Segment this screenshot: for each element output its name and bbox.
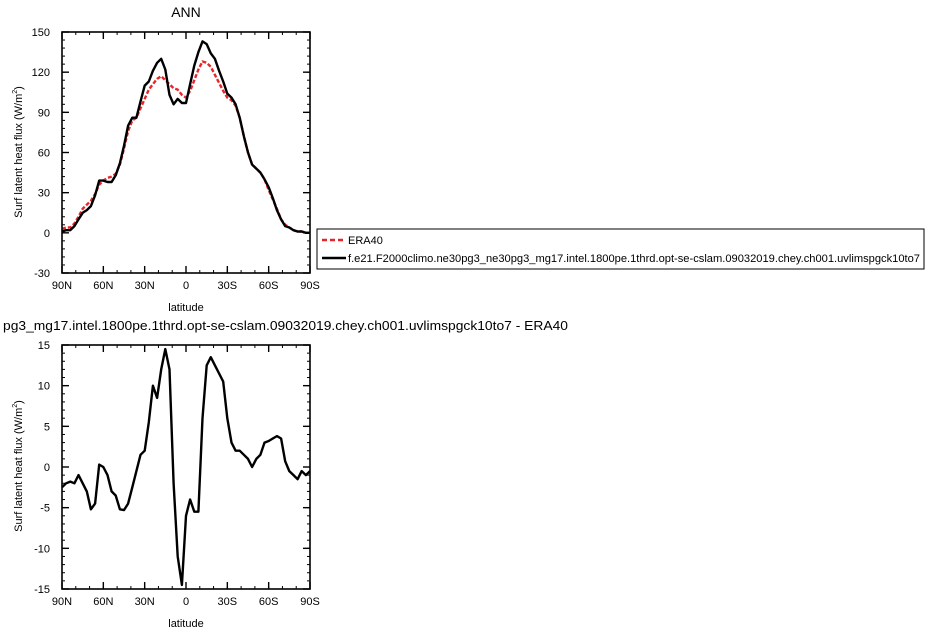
bottom-chart-x-tick-label: 60N xyxy=(93,596,113,608)
top-chart-y-tick-label: -30 xyxy=(34,268,50,280)
top-chart-ticks: 90N 60N 30N 0 30S 60S 90S -30 0 30 60 90 120 150 xyxy=(32,27,320,292)
bottom-chart: pg3_mg17.intel.1800pe.1thrd.opt-se-cslam… xyxy=(3,318,568,630)
bottom-chart-y-tick-label: -10 xyxy=(34,543,50,555)
bottom-chart-x-tick-label: 90S xyxy=(300,596,320,608)
bottom-chart-y-tick-label: 15 xyxy=(38,340,50,352)
bottom-chart-y-tick-label: 0 xyxy=(44,462,50,474)
top-chart-series-model-line xyxy=(61,40,310,235)
top-chart-x-axis-label: latitude xyxy=(168,302,203,314)
top-chart-y-tick-label: 60 xyxy=(38,148,50,160)
top-chart-x-tick-label: 60N xyxy=(93,280,113,292)
top-chart-x-tick-label: 90S xyxy=(300,280,320,292)
bottom-chart-x-tick-label: 30S xyxy=(218,596,238,608)
bottom-chart-x-axis-label: latitude xyxy=(168,618,203,630)
top-chart-title: ANN xyxy=(171,4,201,20)
top-chart-y-tick-label: 0 xyxy=(44,228,50,240)
bottom-chart-y-tick-label: -15 xyxy=(34,584,50,596)
top-chart-y-tick-label: 120 xyxy=(32,67,50,79)
top-chart-y-axis-label: Surf latent heat flux (W/m2) xyxy=(12,86,25,218)
top-chart: ANN Surf latent heat flux (W/m2) latitud… xyxy=(12,4,320,314)
top-chart-lines xyxy=(61,40,310,235)
bottom-chart-x-tick-label: 0 xyxy=(183,596,189,608)
bottom-chart-y-axis-label: Surf latent heat flux (W/m2) xyxy=(12,400,25,532)
top-chart-x-tick-label: 60S xyxy=(259,280,279,292)
top-chart-plot-frame xyxy=(61,31,311,274)
bottom-chart-x-tick-label: 90N xyxy=(52,596,72,608)
bottom-chart-series-difference-line xyxy=(61,347,311,587)
top-chart-y-tick-label: 90 xyxy=(38,107,50,119)
top-chart-y-tick-label: 30 xyxy=(38,188,50,200)
top-chart-y-tick-label: 150 xyxy=(32,27,50,39)
bottom-chart-y-tick-label: 10 xyxy=(38,381,50,393)
legend-label-era40: ERA40 xyxy=(348,235,383,247)
bottom-chart-lines xyxy=(61,347,311,587)
bottom-chart-y-tick-label: -5 xyxy=(40,503,50,515)
bottom-chart-plot-frame xyxy=(61,344,311,590)
bottom-chart-y-tick-label: 5 xyxy=(44,421,50,433)
bottom-chart-x-tick-label: 60S xyxy=(259,596,279,608)
top-chart-x-tick-label: 30N xyxy=(135,280,155,292)
top-chart-x-tick-label: 0 xyxy=(183,280,189,292)
bottom-chart-title: pg3_mg17.intel.1800pe.1thrd.opt-se-cslam… xyxy=(3,318,568,333)
legend-box xyxy=(316,228,925,270)
bottom-chart-ticks: 90N 60N 30N 0 30S 60S 90S -15 -10 -5 0 5 10 15 xyxy=(34,340,320,608)
top-chart-series-era40-line xyxy=(61,60,310,235)
top-chart-x-tick-label: 30S xyxy=(218,280,238,292)
legend-label-model: f.e21.F2000climo.ne30pg3_ne30pg3_mg17.in… xyxy=(348,253,920,265)
top-chart-x-tick-label: 90N xyxy=(52,280,72,292)
legend: ERA40 f.e21.F2000climo.ne30pg3_ne30pg3_m… xyxy=(316,228,925,270)
bottom-chart-x-tick-label: 30N xyxy=(135,596,155,608)
